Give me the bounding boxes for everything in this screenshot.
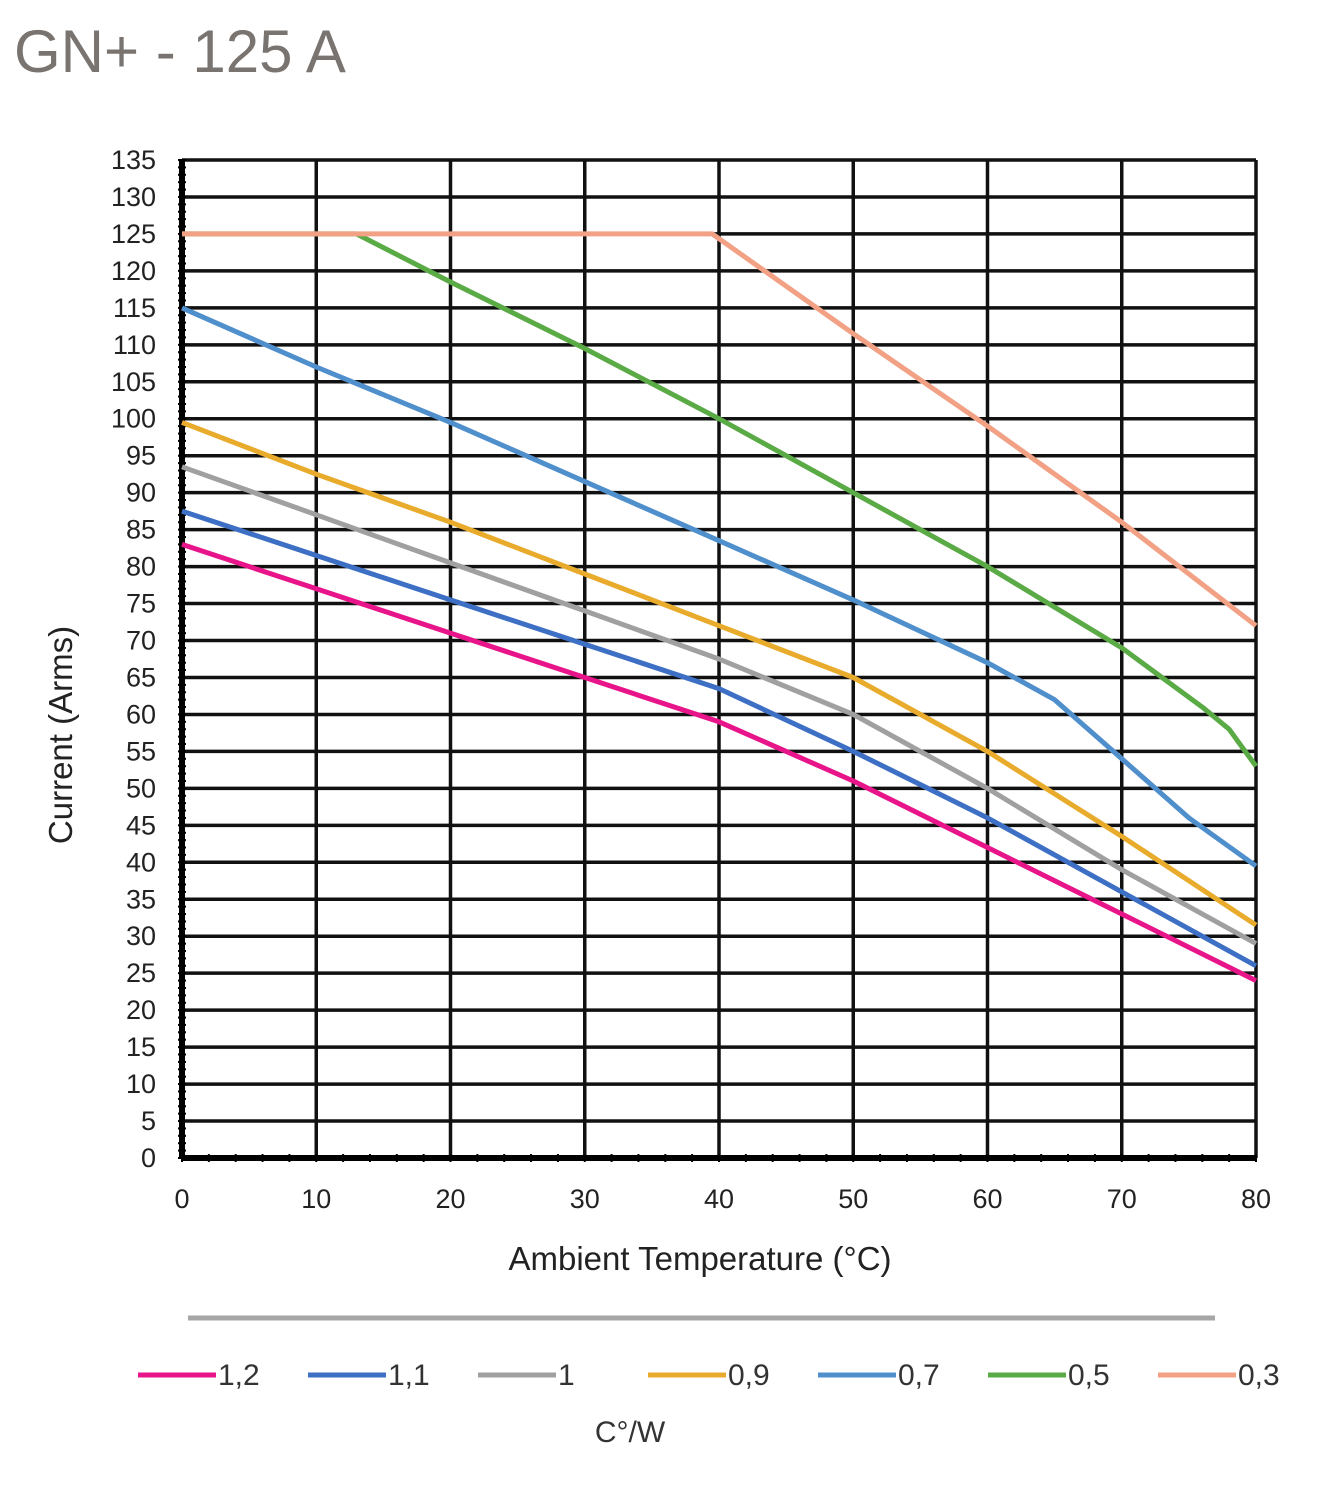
series-line-0-5 (182, 231, 1259, 768)
y-tick-label: 135 (111, 145, 156, 175)
x-tick-label: 10 (301, 1184, 331, 1214)
series-line-1 (181, 464, 1258, 946)
x-tick-label: 80 (1241, 1184, 1271, 1214)
y-tick-label: 80 (126, 552, 156, 582)
y-tick-label: 25 (126, 958, 156, 988)
x-tick-label: 50 (838, 1184, 868, 1214)
y-tick-label: 55 (126, 736, 156, 766)
y-tick-label: 15 (126, 1032, 156, 1062)
legend-label: 1,1 (388, 1359, 430, 1392)
y-tick-label: 50 (126, 773, 156, 803)
y-tick-label: 65 (126, 662, 156, 692)
legend-label: 1 (558, 1359, 575, 1392)
x-tick-label: 30 (570, 1184, 600, 1214)
legend-label: 0,7 (898, 1359, 940, 1392)
y-tick-label: 105 (111, 367, 156, 397)
x-tick-label: 40 (704, 1184, 734, 1214)
y-tick-label: 120 (111, 256, 156, 286)
y-tick-label: 75 (126, 589, 156, 619)
legend-title: C°/W (595, 1416, 666, 1449)
y-tick-label: 70 (126, 626, 156, 656)
y-tick-label: 110 (113, 330, 156, 360)
y-tick-label: 125 (111, 219, 156, 249)
x-tick-label: 70 (1107, 1184, 1137, 1214)
y-tick-label: 30 (126, 921, 156, 951)
y-tick-label: 45 (126, 810, 156, 840)
series-line-0-7 (180, 305, 1258, 869)
legend-label: 0,9 (728, 1359, 770, 1392)
x-tick-label: 20 (435, 1184, 465, 1214)
y-tick-label: 20 (126, 995, 156, 1025)
y-tick-label: 90 (126, 478, 156, 508)
y-axis-label: Current (Arms) (42, 626, 79, 844)
series-line-1-1 (181, 508, 1258, 968)
tick-labels: 0 5 10 15 20 25 30 35 40 45 50 55 60 65 70 75 80 85 90 95 10… (111, 145, 1271, 1214)
legend-label: 0,3 (1238, 1359, 1280, 1392)
series-line-1-2 (181, 542, 1258, 983)
axes (178, 159, 1257, 1162)
legend-label: 0,5 (1068, 1359, 1110, 1392)
chart-title: GN+ - 125 A (14, 18, 346, 85)
y-tick-label: 40 (126, 847, 156, 877)
series-line-0-9 (181, 420, 1258, 928)
y-tick-label: 60 (126, 699, 156, 729)
y-tick-label: 130 (111, 182, 156, 212)
x-tick-label: 0 (174, 1184, 189, 1214)
y-tick-label: 100 (111, 404, 156, 434)
series-lines (180, 231, 1259, 983)
legend: 1,2 1,1 1 0,9 0,7 0,5 0,3 (138, 1359, 1280, 1392)
y-tick-label: 85 (126, 515, 156, 545)
y-tick-label: 35 (126, 884, 156, 914)
series-line-0-3 (182, 231, 1258, 628)
y-tick-label: 5 (141, 1106, 156, 1136)
x-axis-label: Ambient Temperature (°C) (508, 1240, 891, 1277)
legend-label: 1,2 (218, 1359, 260, 1392)
y-tick-label: 10 (126, 1069, 156, 1099)
y-tick-label: 115 (113, 293, 156, 323)
y-tick-label: 95 (126, 441, 156, 471)
x-tick-label: 60 (972, 1184, 1002, 1214)
y-tick-label: 0 (141, 1143, 156, 1173)
